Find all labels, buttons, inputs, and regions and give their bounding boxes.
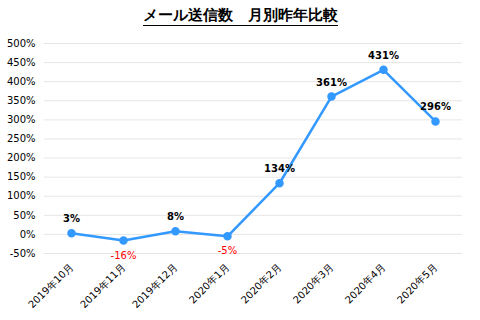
svg-text:2019年12月: 2019年12月 bbox=[130, 261, 179, 310]
svg-text:2020年2月: 2020年2月 bbox=[239, 261, 283, 305]
svg-text:2020年1月: 2020年1月 bbox=[187, 261, 231, 305]
svg-text:400%: 400% bbox=[7, 76, 36, 87]
svg-text:200%: 200% bbox=[7, 152, 36, 163]
svg-text:0%: 0% bbox=[20, 229, 36, 240]
svg-text:134%: 134% bbox=[264, 163, 295, 174]
html-text:メール送信数 月別昨年比較: メール送信数 月別昨年比較 bbox=[142, 6, 338, 24]
svg-text:-16%: -16% bbox=[111, 250, 137, 261]
svg-text:50%: 50% bbox=[13, 210, 35, 221]
svg-text:3%: 3% bbox=[63, 213, 80, 224]
svg-text:350%: 350% bbox=[7, 95, 36, 106]
svg-text:2020年3月: 2020年3月 bbox=[291, 261, 335, 305]
svg-text:431%: 431% bbox=[368, 50, 399, 61]
svg-text:450%: 450% bbox=[7, 57, 36, 68]
svg-text:300%: 300% bbox=[7, 114, 36, 125]
svg-text:-5%: -5% bbox=[218, 245, 237, 256]
svg-text:8%: 8% bbox=[167, 211, 184, 222]
svg-text:150%: 150% bbox=[7, 171, 36, 182]
svg-text:361%: 361% bbox=[316, 77, 347, 88]
svg-text:2020年4月: 2020年4月 bbox=[343, 261, 387, 305]
svg-text:2020年5月: 2020年5月 bbox=[395, 261, 439, 305]
svg-text:-50%: -50% bbox=[10, 248, 36, 259]
svg-text:500%: 500% bbox=[7, 38, 36, 49]
svg-text:2019年10月: 2019年10月 bbox=[26, 261, 75, 310]
svg-text:100%: 100% bbox=[7, 190, 36, 201]
svg-text:2019年11月: 2019年11月 bbox=[78, 261, 127, 310]
svg-text:296%: 296% bbox=[420, 101, 451, 112]
svg-text:250%: 250% bbox=[7, 133, 36, 144]
